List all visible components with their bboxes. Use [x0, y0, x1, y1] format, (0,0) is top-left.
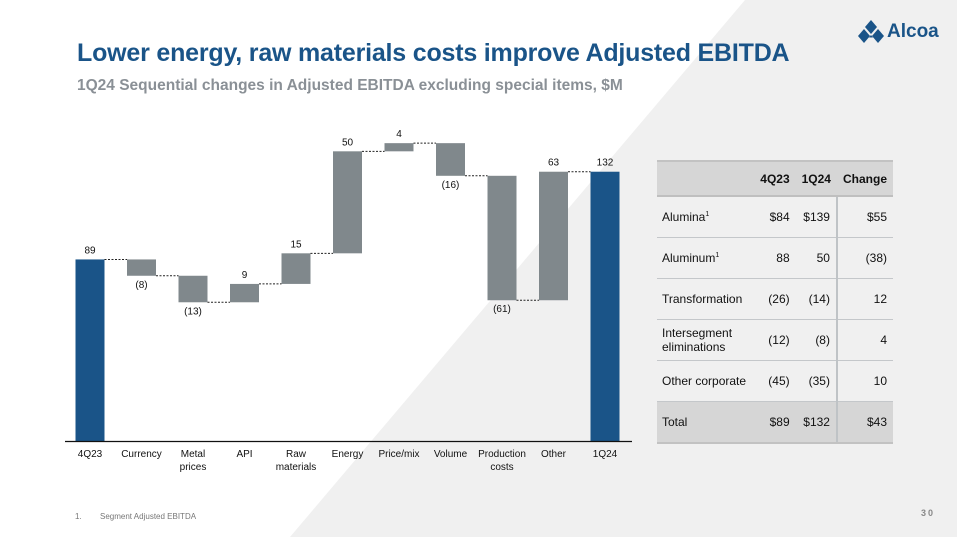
bar-4q23 [75, 259, 105, 441]
x-tick-label: Currency [121, 449, 162, 460]
page-number: 30 [921, 508, 936, 518]
x-tick-label: 1Q24 [593, 449, 618, 460]
row-4q23: (26) [754, 278, 796, 320]
row-1q24: $139 [795, 196, 837, 238]
footnote-number: 1. [75, 512, 82, 521]
row-1q24: (8) [795, 319, 837, 361]
bar-other [539, 171, 568, 301]
bar-raw-materials [281, 253, 311, 284]
page-subtitle: 1Q24 Sequential changes in Adjusted EBIT… [77, 77, 623, 94]
data-label: (61) [493, 304, 511, 315]
x-tick-label: Production [478, 449, 526, 460]
row-4q23: (12) [754, 319, 796, 361]
x-tick-label: materials [276, 462, 317, 473]
row-label: Aluminum1 [657, 237, 755, 279]
row-4q23: 88 [754, 237, 796, 279]
row-change: 4 [835, 319, 893, 361]
x-tick-label: Volume [434, 449, 468, 460]
page-title: Lower energy, raw materials costs improv… [77, 39, 790, 67]
table-row: Transformation (26) (14) 12 [657, 278, 893, 320]
row-1q24: (14) [795, 278, 837, 320]
x-tick-label: Energy [332, 449, 364, 460]
data-label: (13) [184, 306, 202, 317]
total-change: $43 [835, 401, 893, 444]
table-row: Intersegment eliminations (12) (8) 4 [657, 319, 893, 361]
table-header-4q23: 4Q23 [754, 160, 796, 197]
data-label: 63 [548, 158, 560, 169]
x-tick-label: costs [490, 462, 513, 473]
data-label: (16) [442, 180, 460, 191]
segment-ebitda-table: 4Q23 1Q24 Change Alumina1 $84 $139 $55 Alumi… [657, 160, 893, 444]
bar-production-costs [487, 175, 517, 301]
total-4q23: $89 [754, 401, 796, 444]
row-1q24: (35) [795, 360, 837, 402]
table-row: Other corporate (45) (35) 10 [657, 360, 893, 402]
table-header-1q24: 1Q24 [795, 160, 837, 197]
bar-volume [436, 143, 465, 176]
bar-api [230, 283, 259, 303]
data-label: 4 [396, 129, 402, 140]
data-label: 50 [342, 137, 354, 148]
footnote: 1. Segment Adjusted EBITDA [75, 512, 196, 521]
table-row: Alumina1 $84 $139 $55 [657, 196, 893, 238]
row-1q24: 50 [795, 237, 837, 279]
total-1q24: $132 [795, 401, 837, 444]
x-tick-label: Metal [181, 449, 205, 460]
footnote-text: Segment Adjusted EBITDA [100, 512, 197, 521]
data-label: (8) [135, 280, 147, 291]
data-label: 89 [84, 245, 96, 256]
row-4q23: $84 [754, 196, 796, 238]
x-tick-label: API [236, 449, 252, 460]
alcoa-diamond-logo-icon [858, 20, 884, 43]
bar-metal-prices [178, 275, 208, 303]
row-change: 12 [835, 278, 893, 320]
table-total-row: Total $89 $132 $43 [657, 401, 893, 444]
bar-currency [127, 259, 156, 276]
data-label: 15 [290, 239, 302, 250]
row-4q23: (45) [754, 360, 796, 402]
row-change: $55 [835, 196, 893, 238]
data-label: 132 [597, 158, 614, 169]
x-tick-label: Other [541, 449, 567, 460]
total-label: Total [657, 401, 755, 444]
row-change: (38) [835, 237, 893, 279]
bar-energy [333, 151, 362, 254]
row-label: Other corporate [657, 360, 755, 402]
x-tick-label: Price/mix [378, 449, 419, 460]
row-label: Alumina1 [657, 196, 755, 238]
table-header-change: Change [836, 160, 893, 197]
row-label: Transformation [657, 278, 755, 320]
table-header-label [657, 160, 755, 197]
alcoa-logo: Alcoa [858, 20, 939, 44]
row-change: 10 [835, 360, 893, 402]
row-label: Intersegment eliminations [657, 319, 755, 361]
data-label: 9 [242, 270, 248, 281]
x-tick-label: prices [180, 462, 207, 473]
x-tick-label: Raw [286, 449, 307, 460]
logo-text: Alcoa [887, 21, 939, 42]
table-header-row: 4Q23 1Q24 Change [657, 160, 893, 197]
bar-price-mix [384, 143, 414, 152]
bar-1q24 [590, 171, 620, 441]
table-row: Aluminum1 88 50 (38) [657, 237, 893, 279]
x-tick-label: 4Q23 [78, 449, 103, 460]
